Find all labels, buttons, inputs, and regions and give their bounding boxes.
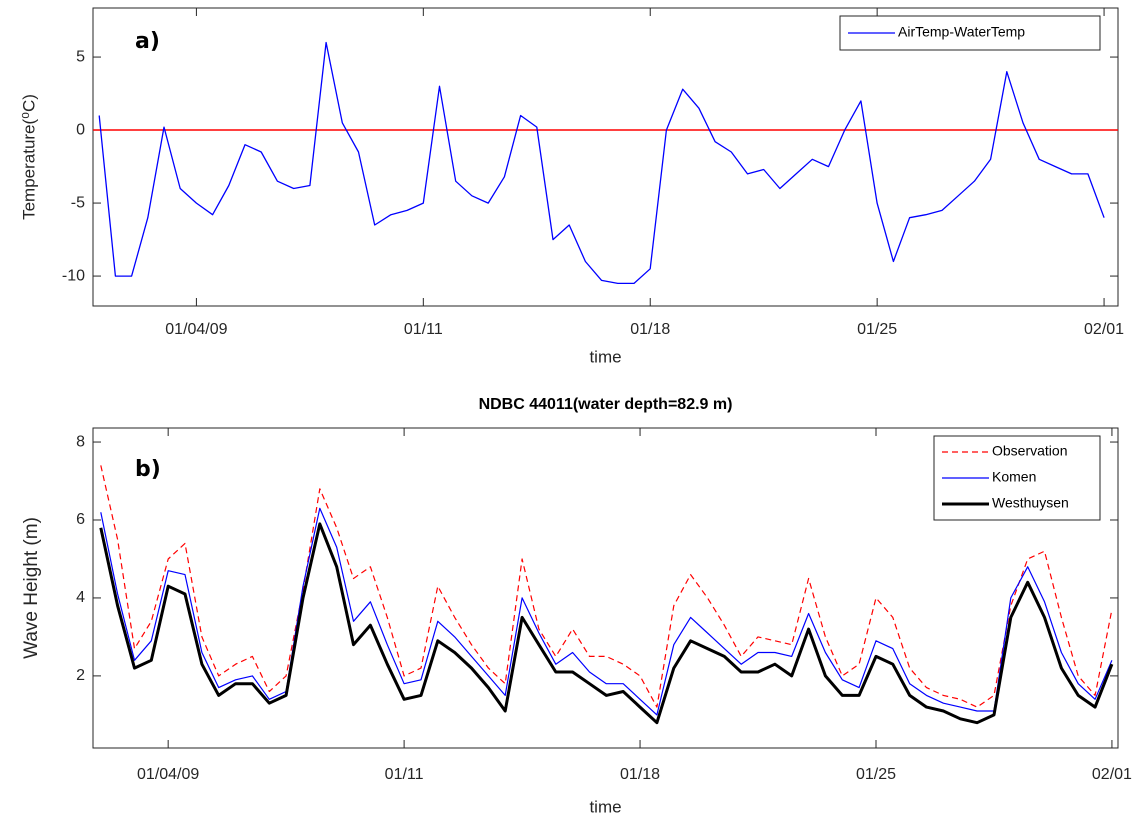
- y-tick-label: 2: [76, 667, 85, 684]
- x-tick-label: 01/04/09: [137, 766, 199, 783]
- series-line: [98, 41, 1105, 285]
- x-tick-label: 01/18: [620, 766, 660, 783]
- series-line: [100, 507, 1113, 716]
- panel-label: b): [135, 457, 161, 482]
- y-axis-label: Temperature(⁰C): [19, 94, 38, 220]
- legend-label: AirTemp-WaterTemp: [898, 24, 1025, 40]
- x-tick-label: 01/18: [630, 321, 670, 338]
- x-axis-label: time: [589, 347, 621, 366]
- x-axis-label: time: [589, 797, 621, 816]
- x-tick-label: 01/25: [856, 766, 896, 783]
- chart-title: NDBC 44011(water depth=82.9 m): [479, 396, 733, 413]
- y-axis-label: Wave Height (m): [21, 517, 42, 659]
- x-tick-label: 01/25: [857, 321, 897, 338]
- x-tick-label: 02/01: [1084, 321, 1124, 338]
- y-tick-label: 5: [76, 48, 85, 65]
- x-tick-label: 01/11: [385, 766, 424, 783]
- x-tick-label: 01/11: [404, 321, 443, 338]
- panel-label: a): [135, 29, 160, 54]
- x-tick-label: 01/04/09: [165, 321, 227, 338]
- series-line: [100, 465, 1113, 708]
- series-line: [99, 522, 1114, 725]
- legend-label: Observation: [992, 443, 1067, 459]
- legend-label: Komen: [992, 469, 1036, 485]
- y-tick-label: 4: [76, 589, 85, 606]
- y-tick-label: 0: [76, 121, 85, 138]
- y-tick-label: 6: [76, 511, 85, 528]
- x-tick-label: 02/01: [1092, 766, 1132, 783]
- plot-area: [92, 7, 1119, 307]
- y-tick-label: -10: [62, 267, 85, 284]
- legend-label: Westhuysen: [992, 495, 1069, 511]
- y-tick-label: 8: [76, 433, 85, 450]
- y-tick-label: -5: [71, 194, 85, 211]
